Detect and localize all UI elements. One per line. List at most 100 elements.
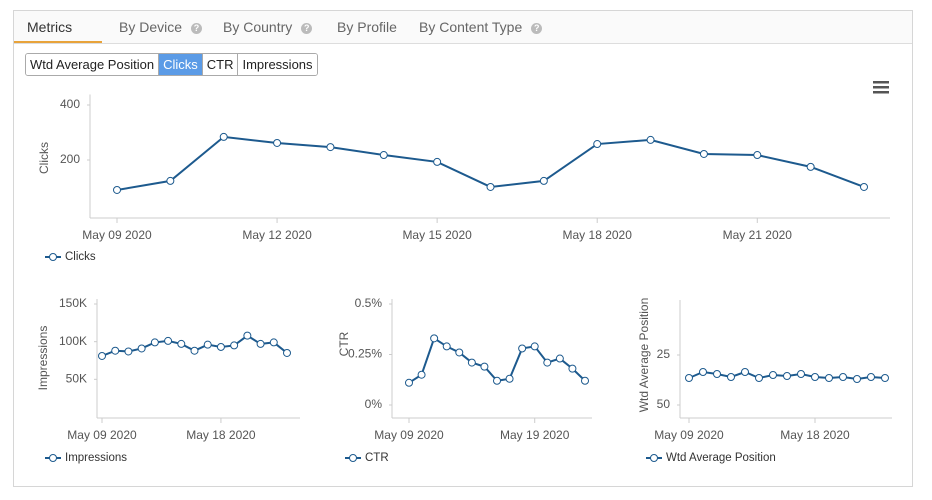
metric-button[interactable]: Impressions xyxy=(237,54,317,75)
help-icon: ? xyxy=(191,23,203,34)
x-tick-label: May 09 2020 xyxy=(82,228,152,242)
legend-marker xyxy=(49,454,57,462)
legend-marker xyxy=(349,454,357,462)
menu-bar xyxy=(873,86,889,89)
point xyxy=(326,143,335,152)
point xyxy=(727,373,735,381)
x-tick-label: May 18 2020 xyxy=(186,428,256,442)
point xyxy=(568,364,577,373)
y-tick-label: 400 xyxy=(60,97,80,111)
point xyxy=(783,372,791,380)
tab[interactable]: By Content Type? xyxy=(419,19,543,35)
menu-icon[interactable] xyxy=(873,81,889,94)
point xyxy=(98,351,106,360)
point xyxy=(806,162,815,171)
tab-label: By Country xyxy=(223,19,293,35)
point xyxy=(111,346,120,355)
metric-buttons: Wtd Average Position Clicks CTR Impressions xyxy=(25,53,318,76)
point xyxy=(811,373,819,381)
point xyxy=(230,341,239,350)
tab[interactable]: By Device? xyxy=(119,19,203,35)
point xyxy=(190,346,199,355)
point xyxy=(164,336,173,345)
point xyxy=(455,348,464,357)
y-tick-label: 50 xyxy=(657,397,671,411)
y-tick-label: 0.5% xyxy=(355,296,383,310)
legend-label: Impressions xyxy=(65,452,127,464)
metric-button[interactable]: CTR xyxy=(201,54,238,75)
point xyxy=(539,176,548,185)
point xyxy=(699,368,707,376)
point xyxy=(137,344,146,353)
point xyxy=(593,140,602,149)
point xyxy=(518,344,527,353)
y-tick-label: 0% xyxy=(365,397,383,411)
y-tick-label: 100K xyxy=(59,334,87,348)
point xyxy=(741,368,749,376)
point xyxy=(543,358,552,367)
legend-label: Clicks xyxy=(65,251,96,263)
x-tick-label: May 12 2020 xyxy=(242,228,312,242)
point xyxy=(216,342,225,351)
point xyxy=(713,370,721,378)
point xyxy=(269,338,278,347)
y-axis-title: Wtd Average Position xyxy=(637,298,651,413)
point xyxy=(203,340,212,349)
legend-marker xyxy=(49,253,57,261)
point xyxy=(405,378,413,387)
point xyxy=(530,342,539,351)
tab-label: By Content Type xyxy=(419,19,523,35)
x-tick-label: May 21 2020 xyxy=(723,228,793,242)
tab[interactable]: By Country? xyxy=(223,19,313,35)
tab-label: By Profile xyxy=(337,19,397,35)
point xyxy=(430,334,439,343)
menu-bar xyxy=(873,91,889,94)
tab[interactable]: Metrics xyxy=(27,19,72,35)
y-tick-label: 200 xyxy=(60,152,80,166)
point xyxy=(581,376,589,385)
point xyxy=(825,374,833,382)
y-axis-title: Impressions xyxy=(36,326,50,391)
tab-label: Metrics xyxy=(27,19,73,35)
point xyxy=(486,182,495,191)
point xyxy=(753,151,762,160)
legend-label: CTR xyxy=(365,452,389,464)
x-tick-label: May 09 2020 xyxy=(654,428,724,442)
active-tab-underline xyxy=(14,41,102,43)
point xyxy=(113,185,121,194)
point xyxy=(124,347,133,356)
point xyxy=(769,371,777,379)
x-tick-label: May 18 2020 xyxy=(563,228,633,242)
help-icon: ? xyxy=(301,23,313,34)
point xyxy=(881,374,889,382)
help-icon: ? xyxy=(531,23,543,34)
tab-bar: Metrics By Device? By Country? By Profile By… xyxy=(14,11,912,44)
point xyxy=(467,358,476,367)
point xyxy=(480,362,489,371)
point xyxy=(166,176,175,185)
point xyxy=(150,338,159,347)
point xyxy=(283,348,291,357)
x-tick-label: May 18 2020 xyxy=(780,428,850,442)
y-tick-label: 25 xyxy=(657,347,671,361)
tab[interactable]: By Profile xyxy=(337,19,397,35)
y-axis-title: Clicks xyxy=(37,142,51,174)
point xyxy=(699,149,708,158)
tab-label: By Device xyxy=(119,19,183,35)
point xyxy=(505,374,514,383)
legend-marker xyxy=(650,454,658,462)
point xyxy=(177,339,186,348)
x-tick-label: May 15 2020 xyxy=(402,228,472,242)
panel: Metrics By Device? By Country? By Profile By… xyxy=(13,10,913,487)
point xyxy=(685,374,693,382)
point xyxy=(860,182,868,191)
x-tick-label: May 09 2020 xyxy=(374,428,444,442)
metric-button[interactable]: Wtd Average Position xyxy=(26,54,159,75)
metric-button[interactable]: Clicks xyxy=(158,54,202,75)
point xyxy=(243,331,252,340)
point xyxy=(755,374,763,382)
line xyxy=(116,135,865,191)
point xyxy=(853,375,861,383)
